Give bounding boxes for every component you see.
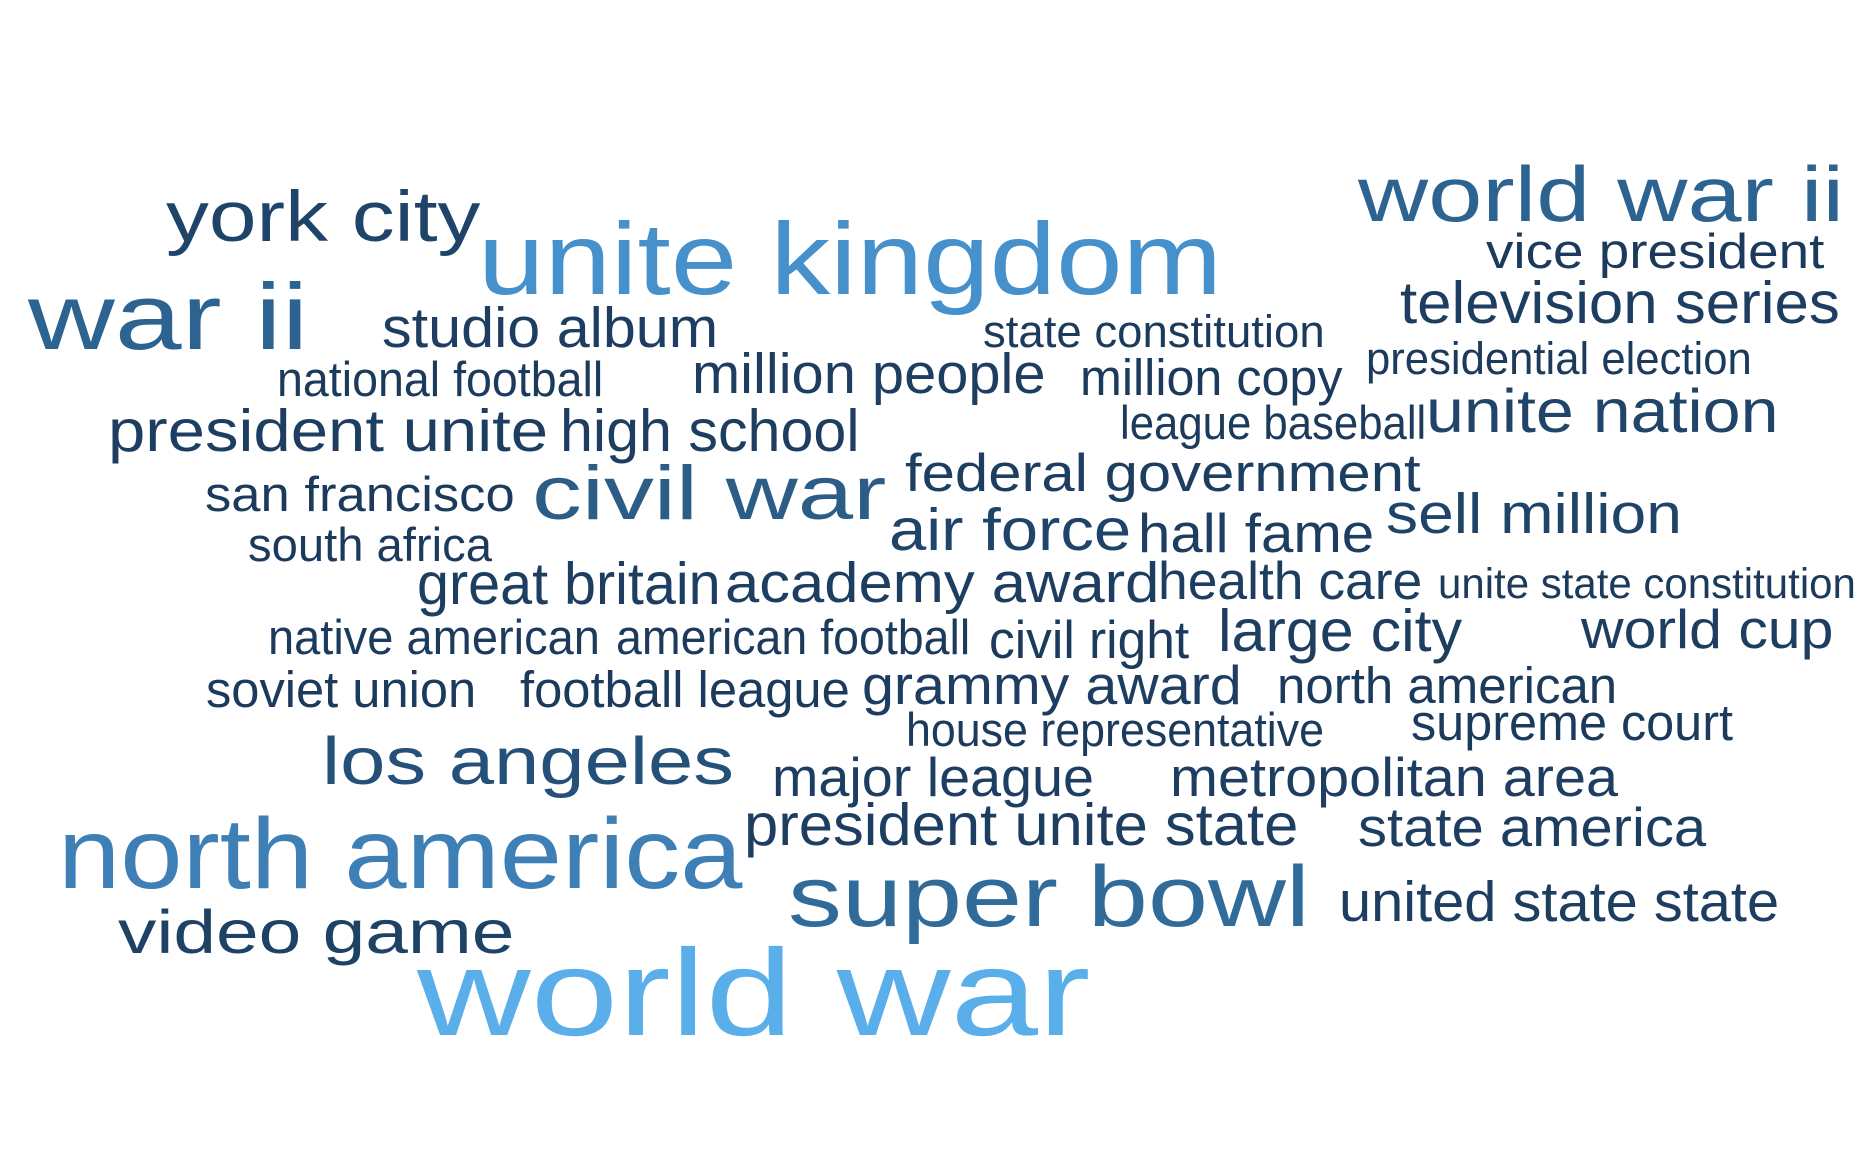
- word-soviet-union: soviet union: [206, 661, 477, 718]
- word-president-unite-state: president unite state: [744, 792, 1299, 858]
- word-million-copy: million copy: [1080, 349, 1343, 406]
- word-sell-million: sell million: [1386, 482, 1682, 546]
- word-san-francisco: san francisco: [205, 468, 515, 522]
- word-hall-fame: hall fame: [1138, 502, 1375, 564]
- word-major-league: major league: [772, 746, 1094, 808]
- word-united-state-state: united state state: [1339, 870, 1780, 934]
- word-large-city: large city: [1218, 598, 1463, 664]
- word-high-school: high school: [560, 398, 860, 464]
- word-grammy-award: grammy award: [862, 654, 1242, 716]
- word-unite-kingdom: unite kingdom: [478, 202, 1223, 316]
- word-los-angeles: los angeles: [322, 724, 734, 799]
- word-civil-right: civil right: [989, 611, 1190, 670]
- word-great-britain: great britain: [417, 551, 721, 617]
- word-state-constitution: state constitution: [983, 306, 1325, 357]
- word-civil-war: civil war: [532, 451, 887, 536]
- word-video-game: video game: [118, 898, 515, 966]
- word-vice-president: vice president: [1486, 225, 1825, 279]
- word-health-care: health care: [1158, 552, 1423, 611]
- word-air-force: air force: [889, 497, 1132, 563]
- word-york-city: york city: [166, 178, 481, 257]
- word-television-series: television series: [1400, 270, 1840, 336]
- word-world-cup: world cup: [1581, 598, 1834, 660]
- word-world-war-ii: world war ii: [1358, 150, 1845, 238]
- word-super-bowl: super bowl: [788, 849, 1310, 945]
- word-south-africa: south africa: [248, 518, 492, 571]
- word-north-american: north american: [1277, 657, 1618, 714]
- word-world-war: world war: [417, 925, 1091, 1062]
- word-native-american: native american: [268, 611, 600, 665]
- word-national-football: national football: [277, 353, 604, 407]
- word-million-people: million people: [692, 342, 1046, 406]
- word-house-representative: house representative: [906, 703, 1324, 756]
- word-unite-nation: unite nation: [1426, 377, 1779, 445]
- word-unite-state-constitution: unite state constitution: [1438, 560, 1856, 608]
- word-state-america: state america: [1358, 796, 1707, 858]
- word-federal-government: federal government: [905, 444, 1421, 503]
- word-league-baseball: league baseball: [1120, 396, 1427, 449]
- word-american-football: american football: [616, 611, 971, 665]
- word-president-unite: president unite: [108, 398, 549, 464]
- word-supreme-court: supreme court: [1411, 694, 1733, 751]
- word-academy-award: academy award: [725, 551, 1160, 615]
- word-war-ii: war ii: [28, 264, 309, 369]
- word-studio-album: studio album: [382, 296, 719, 360]
- word-north-america: north america: [58, 798, 743, 910]
- word-metropolitan-area: metropolitan area: [1170, 746, 1619, 808]
- word-football-league: football league: [520, 661, 850, 718]
- word-presidential-election: presidential election: [1366, 333, 1752, 384]
